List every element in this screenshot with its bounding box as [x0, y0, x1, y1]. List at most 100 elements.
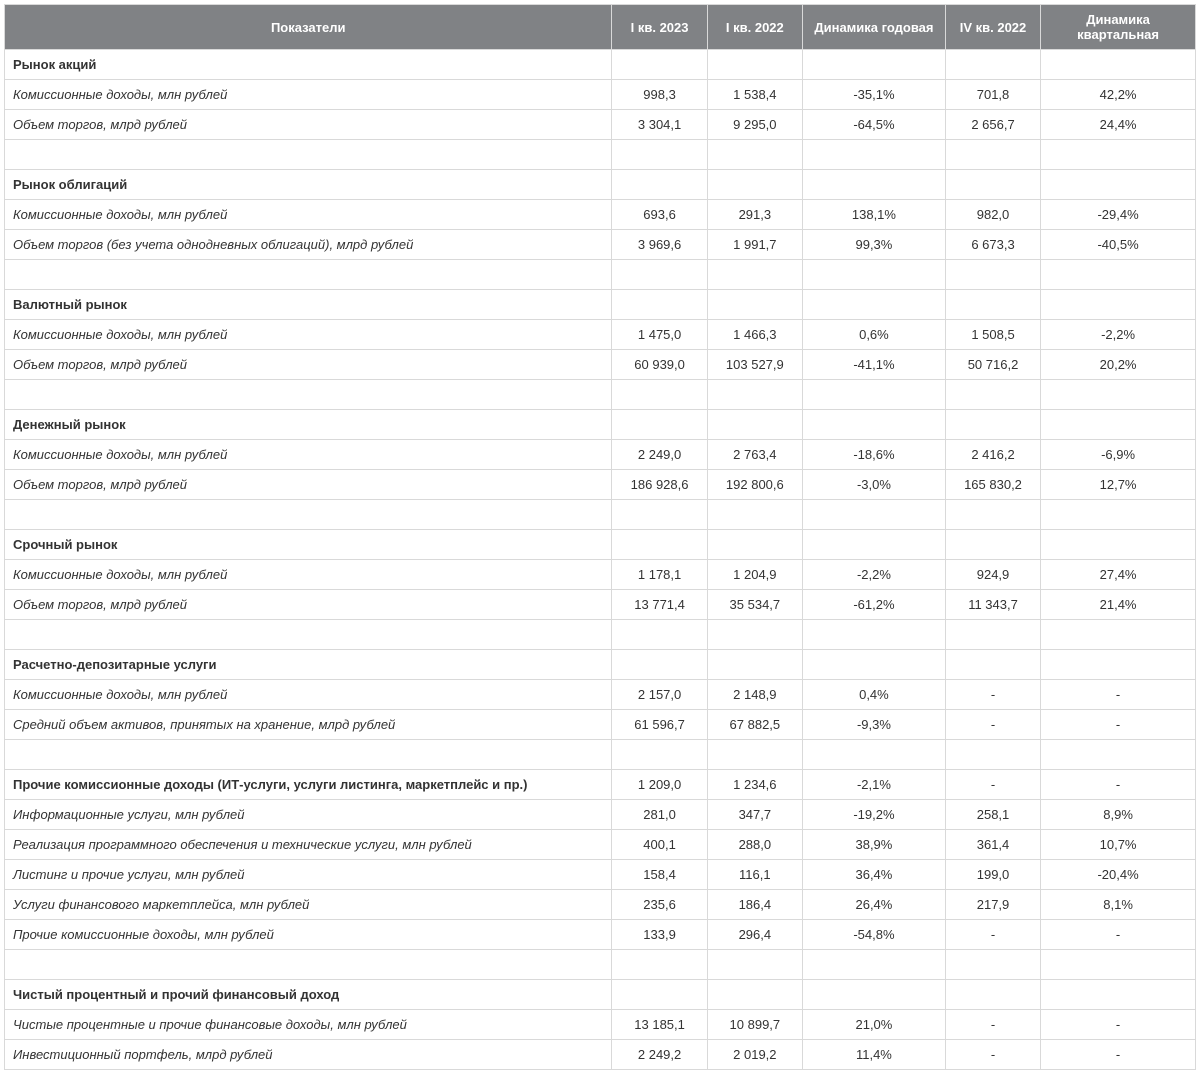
empty-cell — [707, 260, 802, 290]
data-cell: 2 249,2 — [612, 1040, 707, 1070]
data-cell: - — [945, 1010, 1040, 1040]
data-cell: - — [945, 710, 1040, 740]
table-row: Средний объем активов, принятых на хране… — [5, 710, 1196, 740]
data-cell: 6 673,3 — [945, 230, 1040, 260]
data-cell: 2 148,9 — [707, 680, 802, 710]
empty-cell — [612, 260, 707, 290]
data-cell: 103 527,9 — [707, 350, 802, 380]
data-cell — [802, 50, 945, 80]
data-cell: 1 508,5 — [945, 320, 1040, 350]
data-cell — [1041, 170, 1196, 200]
data-cell — [1041, 50, 1196, 80]
data-cell: 8,9% — [1041, 800, 1196, 830]
data-cell: 165 830,2 — [945, 470, 1040, 500]
data-cell — [802, 980, 945, 1010]
empty-cell — [802, 260, 945, 290]
data-cell: 3 304,1 — [612, 110, 707, 140]
data-cell — [612, 980, 707, 1010]
data-cell: -41,1% — [802, 350, 945, 380]
data-cell — [802, 410, 945, 440]
empty-cell — [802, 500, 945, 530]
data-cell: -2,2% — [1041, 320, 1196, 350]
data-cell: 13 771,4 — [612, 590, 707, 620]
data-cell: 235,6 — [612, 890, 707, 920]
row-label: Комиссионные доходы, млн рублей — [5, 440, 612, 470]
table-body: Рынок акций Комиссионные доходы, млн рубл… — [5, 50, 1196, 1070]
data-cell: 158,4 — [612, 860, 707, 890]
empty-cell — [1041, 140, 1196, 170]
data-cell: 192 800,6 — [707, 470, 802, 500]
table-row: Прочие комиссионные доходы (ИТ-услуги, у… — [5, 770, 1196, 800]
data-cell: -3,0% — [802, 470, 945, 500]
data-cell — [707, 410, 802, 440]
data-cell — [1041, 530, 1196, 560]
row-label: Объем торгов, млрд рублей — [5, 350, 612, 380]
table-row: Реализация программного обеспечения и те… — [5, 830, 1196, 860]
header-row: Показатели I кв. 2023 I кв. 2022 Динамик… — [5, 5, 1196, 50]
empty-cell — [802, 380, 945, 410]
table-row: Объем торгов, млрд рублей60 939,0103 527… — [5, 350, 1196, 380]
data-cell — [1041, 650, 1196, 680]
empty-cell — [945, 620, 1040, 650]
empty-cell — [5, 380, 612, 410]
data-cell: 20,2% — [1041, 350, 1196, 380]
empty-cell — [1041, 620, 1196, 650]
data-cell: 296,4 — [707, 920, 802, 950]
data-cell: 116,1 — [707, 860, 802, 890]
empty-cell — [707, 140, 802, 170]
empty-cell — [5, 950, 612, 980]
table-row: Объем торгов, млрд рублей3 304,19 295,0-… — [5, 110, 1196, 140]
data-cell — [802, 650, 945, 680]
data-cell: 99,3% — [802, 230, 945, 260]
data-cell — [945, 410, 1040, 440]
empty-cell — [707, 620, 802, 650]
section-label: Рынок акций — [5, 50, 612, 80]
empty-cell — [5, 740, 612, 770]
data-cell: - — [1041, 770, 1196, 800]
data-cell: 693,6 — [612, 200, 707, 230]
data-cell: -29,4% — [1041, 200, 1196, 230]
data-cell — [802, 290, 945, 320]
empty-cell — [612, 380, 707, 410]
row-label: Комиссионные доходы, млн рублей — [5, 320, 612, 350]
data-cell: 11,4% — [802, 1040, 945, 1070]
empty-cell — [5, 620, 612, 650]
empty-cell — [707, 740, 802, 770]
empty-cell — [945, 500, 1040, 530]
data-cell — [945, 170, 1040, 200]
table-row: Прочие комиссионные доходы, млн рублей13… — [5, 920, 1196, 950]
data-cell — [945, 50, 1040, 80]
empty-cell — [802, 740, 945, 770]
row-label: Комиссионные доходы, млн рублей — [5, 680, 612, 710]
data-cell: 400,1 — [612, 830, 707, 860]
empty-cell — [945, 260, 1040, 290]
empty-cell — [802, 620, 945, 650]
table-row — [5, 140, 1196, 170]
data-cell: 21,0% — [802, 1010, 945, 1040]
empty-cell — [707, 500, 802, 530]
row-label: Комиссионные доходы, млн рублей — [5, 560, 612, 590]
data-cell: 701,8 — [945, 80, 1040, 110]
row-label: Реализация программного обеспечения и те… — [5, 830, 612, 860]
data-cell: - — [945, 680, 1040, 710]
empty-cell — [5, 500, 612, 530]
empty-cell — [707, 380, 802, 410]
empty-cell — [945, 740, 1040, 770]
empty-cell — [612, 620, 707, 650]
data-cell: 2 416,2 — [945, 440, 1040, 470]
data-cell: -6,9% — [1041, 440, 1196, 470]
row-label: Информационные услуги, млн рублей — [5, 800, 612, 830]
data-cell: 2 157,0 — [612, 680, 707, 710]
data-cell — [945, 650, 1040, 680]
data-cell: 1 178,1 — [612, 560, 707, 590]
data-cell: -2,1% — [802, 770, 945, 800]
data-cell: 133,9 — [612, 920, 707, 950]
data-cell — [1041, 980, 1196, 1010]
table-row: Объем торгов (без учета однодневных обли… — [5, 230, 1196, 260]
data-cell: 1 466,3 — [707, 320, 802, 350]
table-row — [5, 740, 1196, 770]
data-cell — [945, 530, 1040, 560]
row-label: Средний объем активов, принятых на хране… — [5, 710, 612, 740]
data-cell: 1 538,4 — [707, 80, 802, 110]
empty-cell — [1041, 950, 1196, 980]
